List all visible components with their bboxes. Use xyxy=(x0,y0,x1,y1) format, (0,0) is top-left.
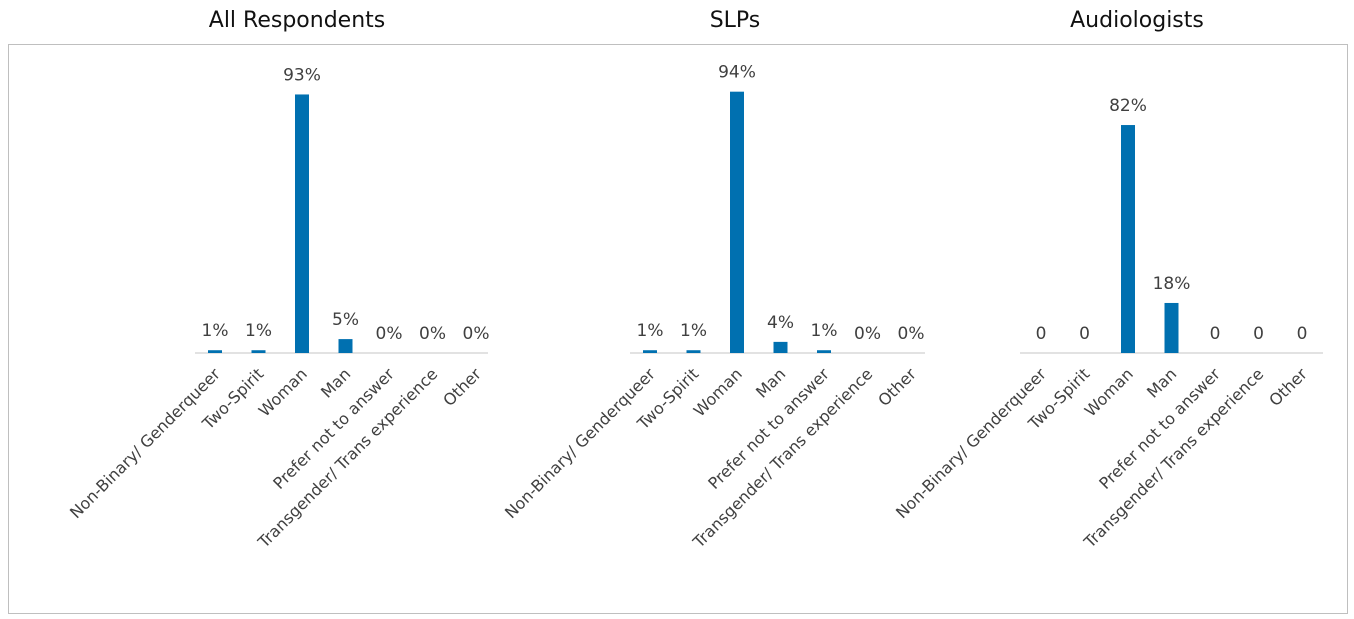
slps-category-label-woman: Woman xyxy=(690,364,746,420)
slps-category-label-non-binary-genderqueer: Non-Binary/ Genderqueer xyxy=(501,364,659,522)
slps-category-label-other: Other xyxy=(874,364,920,410)
chart-title-slps: SLPs xyxy=(709,8,761,33)
all-respondents-data-label-other: 0% xyxy=(463,324,490,344)
audiologists-category-label-man: Man xyxy=(1143,364,1180,401)
chart-frame xyxy=(8,44,1348,614)
audiologists-data-label-transgender-trans-experience: 0 xyxy=(1253,324,1264,344)
slps-data-label-two-spirit: 1% xyxy=(680,321,707,341)
audiologists-data-label-man: 18% xyxy=(1153,274,1191,294)
all-respondents-bar-two-spirit xyxy=(251,350,266,353)
audiologists-data-label-other: 0 xyxy=(1297,324,1308,344)
audiologists-data-label-non-binary-genderqueer: 0 xyxy=(1036,324,1047,344)
all-respondents-category-label-woman: Woman xyxy=(255,364,311,420)
slps-data-label-non-binary-genderqueer: 1% xyxy=(637,321,664,341)
chart-title-audiologists: Audiologists xyxy=(1070,8,1204,33)
all-respondents-category-label-man: Man xyxy=(317,364,354,401)
audiologists-category-label-woman: Woman xyxy=(1081,364,1137,420)
slps-data-label-man: 4% xyxy=(767,313,794,333)
audiologists-category-label-other: Other xyxy=(1265,364,1311,410)
audiologists-bar-man xyxy=(1164,302,1179,353)
all-respondents-bar-non-binary-genderqueer xyxy=(208,350,222,353)
all-respondents-category-label-other: Other xyxy=(439,364,485,410)
slps-bar-two-spirit xyxy=(686,350,701,353)
all-respondents-data-label-two-spirit: 1% xyxy=(245,321,272,341)
all-respondents-data-label-man: 5% xyxy=(332,310,359,330)
audiologists-data-label-woman: 82% xyxy=(1109,96,1147,116)
all-respondents-bar-man xyxy=(338,339,353,353)
all-respondents-category-label-non-binary-genderqueer: Non-Binary/ Genderqueer xyxy=(66,364,224,522)
chart-title-all-respondents: All Respondents xyxy=(208,8,386,33)
all-respondents-data-label-transgender-trans-experience: 0% xyxy=(419,324,446,344)
slps-bar-prefer-not-to-answer xyxy=(817,350,831,353)
slps-category-label-man: Man xyxy=(752,364,789,401)
audiologists-category-label-non-binary-genderqueer: Non-Binary/ Genderqueer xyxy=(892,364,1050,522)
all-respondents-data-label-woman: 93% xyxy=(283,65,321,85)
slps-bar-woman xyxy=(730,91,744,354)
audiologists-data-label-prefer-not-to-answer: 0 xyxy=(1210,324,1221,344)
slps-bar-non-binary-genderqueer xyxy=(643,350,657,353)
slps-data-label-woman: 94% xyxy=(718,63,756,83)
audiologists-data-label-two-spirit: 0 xyxy=(1079,324,1090,344)
all-respondents-bar-woman xyxy=(295,94,309,354)
slps-data-label-other: 0% xyxy=(898,324,925,344)
slps-data-label-transgender-trans-experience: 0% xyxy=(854,324,881,344)
all-respondents-data-label-prefer-not-to-answer: 0% xyxy=(376,324,403,344)
audiologists-bar-woman xyxy=(1121,125,1135,353)
slps-data-label-prefer-not-to-answer: 1% xyxy=(811,321,838,341)
slps-bar-man xyxy=(773,341,788,353)
all-respondents-data-label-non-binary-genderqueer: 1% xyxy=(202,321,229,341)
